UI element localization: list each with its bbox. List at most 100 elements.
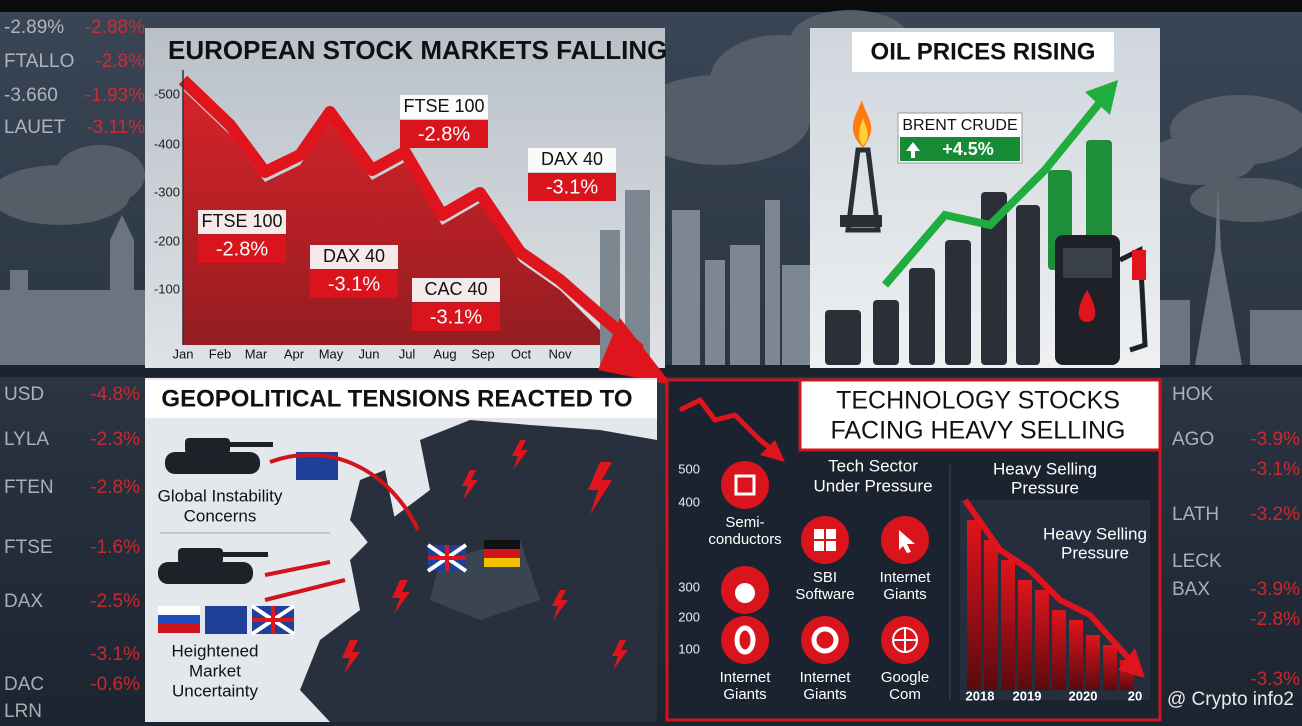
ticker-name: USD [4, 384, 44, 405]
ticker-name: LRN [4, 701, 42, 722]
x-tick-label: Oct [511, 346, 532, 361]
ticker-change: -3.9% [1250, 429, 1300, 450]
x-tick-label: Jul [399, 346, 416, 361]
oil-title: OIL PRICES RISING [871, 38, 1096, 65]
year-label: 20 [1128, 688, 1142, 703]
generated-content: -2.89% -2.88% FTALLO -2.8% -3.660 -1.93% LAUET… [4, 17, 1300, 722]
tech-icon-label: Google [881, 669, 929, 686]
ticker-change: -0.6% [90, 674, 140, 695]
brent-label: BRENT CRUDE [902, 117, 1017, 134]
ticker-change: -3.3% [1250, 669, 1300, 690]
tech-icon-label: Internet [880, 569, 932, 586]
up-arrow-icon [906, 142, 920, 158]
brent-change-box [900, 137, 1020, 161]
tech-arrowhead [760, 440, 785, 462]
tech-title: TECHNOLOGY STOCKS [836, 387, 1120, 415]
index-change: -3.1% [546, 176, 598, 198]
brent-change: +4.5% [942, 139, 994, 159]
selling-title: Heavy Selling [993, 459, 1097, 478]
tanks [158, 438, 273, 584]
ticker-name: LECK [1172, 551, 1222, 572]
y-tick-label: -500 [154, 86, 180, 101]
tech-icon-label: Giants [803, 686, 846, 703]
tech-icon-label: Giants [723, 686, 766, 703]
index-change: -3.1% [328, 273, 380, 295]
ticker-name: DAX [4, 591, 43, 612]
x-tick-label: May [319, 346, 344, 361]
icon-glyph [734, 625, 756, 655]
y-tick-label: -100 [154, 281, 180, 296]
selling-line [962, 498, 1133, 662]
tension-arrow [264, 560, 331, 577]
ticker-change: -1.6% [90, 537, 140, 558]
icon-glyph [814, 529, 836, 551]
label-change-box [412, 303, 500, 331]
falling-arrowhead [598, 318, 672, 385]
geo-caption: Heightened [172, 641, 259, 660]
falling-line [178, 75, 644, 355]
label-change-box [528, 173, 616, 201]
ticker-name: FTSE [4, 537, 53, 558]
ticker-change: -2.8% [90, 477, 140, 498]
icon-glyph [893, 628, 917, 652]
geo-title-box [145, 380, 657, 418]
ticker-name: FTALLO [4, 51, 74, 72]
y-tick-label: 500 [678, 461, 700, 476]
y-tick-label: -400 [154, 136, 180, 151]
x-tick-label: Apr [284, 346, 305, 361]
top-strip [0, 0, 1302, 12]
label-change-box [198, 235, 286, 263]
tech-icon [801, 616, 849, 664]
tech-icon-label: Software [795, 586, 854, 603]
label-name-box [198, 210, 286, 234]
geo-caption: Concerns [184, 506, 257, 525]
index-change: -2.8% [418, 123, 470, 145]
fuel-pump [1055, 235, 1148, 365]
tech-icon-label: conductors [708, 531, 781, 548]
tech-subtitle: Under Pressure [813, 476, 932, 495]
selling-subtitle: Pressure [1061, 543, 1129, 562]
ticker-name: LYLA [4, 429, 49, 450]
year-label: 2019 [1013, 688, 1042, 703]
selling-title: Pressure [1011, 478, 1079, 497]
ticker-change: -2.3% [90, 429, 140, 450]
ticker-name: FTEN [4, 477, 54, 498]
x-tick-label: Mar [245, 346, 268, 361]
ticker-change: -3.1% [1250, 459, 1300, 480]
lightning-bolts [342, 440, 628, 674]
y-tick-label: -200 [154, 233, 180, 248]
tech-icon [721, 461, 769, 509]
tech-icon-label: Internet [800, 669, 852, 686]
tech-title: FACING HEAVY SELLING [830, 417, 1125, 445]
ticker-change: -4.8% [90, 384, 140, 405]
ticker-change: -1.93% [85, 85, 145, 106]
selling-subtitle: Heavy Selling [1043, 524, 1147, 543]
tension-arrow [264, 578, 346, 602]
label-name-box [310, 245, 398, 269]
ticker-change: -2.88% [85, 17, 145, 38]
y-tick-label: 200 [678, 609, 700, 624]
geo-caption: Uncertainty [172, 681, 258, 700]
icon-glyph [811, 626, 839, 654]
skyline-left [0, 215, 145, 365]
ticker-change: -2.8% [95, 51, 145, 72]
y-tick-label: 300 [678, 579, 700, 594]
ticker-change: -3.9% [1250, 579, 1300, 600]
ticker-name: DAC [4, 674, 44, 695]
x-tick-label: Sep [471, 346, 494, 361]
icon-glyph [734, 474, 756, 496]
index-name: FTSE 100 [201, 211, 282, 231]
label-name-box [412, 278, 500, 302]
label-name-box [400, 95, 488, 119]
index-name: DAX 40 [541, 149, 603, 169]
selling-bars [967, 520, 1134, 690]
oil-arrowhead [1085, 80, 1118, 115]
ticker-name: LATH [1172, 504, 1219, 525]
geo-caption: Market [189, 661, 241, 680]
tech-icon-label: Internet [720, 669, 772, 686]
tech-subtitle: Tech Sector [828, 456, 918, 475]
tech-icon [801, 516, 849, 564]
x-tick-label: Aug [433, 346, 456, 361]
x-tick-label: Jun [359, 346, 380, 361]
